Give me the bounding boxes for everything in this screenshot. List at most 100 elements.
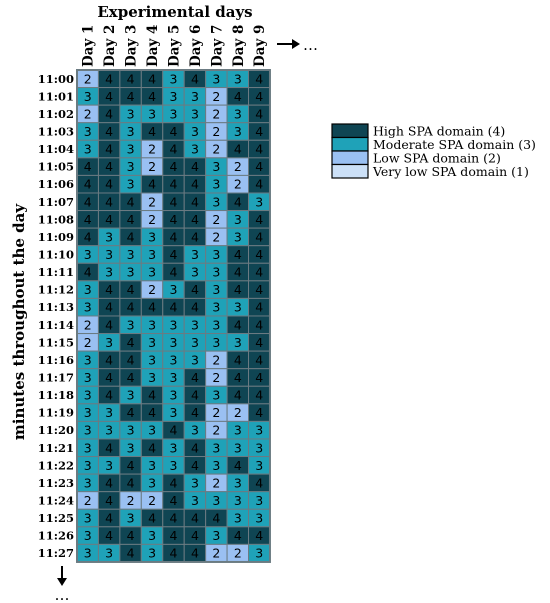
y-tick-label: 11:14 (38, 318, 74, 332)
cell-value-label: 2 (84, 71, 92, 86)
y-tick-label: 11:24 (38, 493, 74, 507)
cell-value-label: 3 (105, 335, 113, 350)
cell-value-label: 4 (170, 300, 178, 315)
cell-value-label: 4 (191, 159, 199, 174)
cell-value-label: 4 (191, 71, 199, 86)
cell-value-label: 4 (105, 282, 113, 297)
cell-value-label: 4 (170, 177, 178, 192)
x-tick-label: Day 7 (209, 25, 225, 67)
cell-value-label: 4 (191, 528, 199, 543)
y-tick-label: 11:10 (38, 247, 74, 261)
cell-value-label: 4 (234, 282, 242, 297)
cell-value-label: 4 (105, 212, 113, 227)
cell-value-label: 4 (170, 493, 178, 508)
cell-value-label: 3 (84, 511, 92, 526)
cell-value-label: 3 (84, 458, 92, 473)
cell-value-label: 3 (148, 475, 156, 490)
cell-value-label: 3 (191, 493, 199, 508)
cell-value-label: 3 (127, 317, 135, 332)
cell-value-label: 2 (234, 405, 242, 420)
cell-value-label: 4 (255, 106, 263, 121)
cell-value-label: 4 (127, 352, 135, 367)
cell-value-label: 2 (84, 317, 92, 332)
cell-value-label: 3 (170, 106, 178, 121)
y-tick-label: 11:02 (38, 107, 74, 121)
cell-value-label: 2 (84, 106, 92, 121)
cell-value-label: 4 (170, 511, 178, 526)
cell-value-label: 3 (212, 71, 220, 86)
cell-value-label: 4 (255, 177, 263, 192)
legend: High SPA domain (4)Moderate SPA domain (… (331, 123, 536, 179)
cell-value-label: 4 (105, 475, 113, 490)
cell-value-label: 3 (212, 335, 220, 350)
cell-value-label: 4 (255, 71, 263, 86)
y-tick-label: 11:27 (38, 546, 74, 560)
cell-value-label: 4 (127, 335, 135, 350)
cell-value-label: 4 (255, 352, 263, 367)
cell-value-label: 4 (84, 229, 92, 244)
cell-value-label: 4 (105, 159, 113, 174)
cell-value-label: 3 (148, 370, 156, 385)
cell-value-label: 3 (148, 352, 156, 367)
cell-value-label: 2 (212, 352, 220, 367)
cell-value-label: 3 (127, 124, 135, 139)
chart-title: Experimental days (97, 3, 252, 21)
cell-value-label: 3 (170, 388, 178, 403)
cell-value-label: 2 (212, 229, 220, 244)
cell-value-label: 4 (148, 89, 156, 104)
cell-value-label: 2 (212, 405, 220, 420)
cell-value-label: 4 (105, 370, 113, 385)
cell-value-label: 2 (212, 423, 220, 438)
y-tick-label: 11:23 (38, 476, 74, 490)
cell-value-label: 2 (127, 493, 135, 508)
cell-value-label: 3 (84, 440, 92, 455)
y-tick-label: 11:08 (38, 212, 74, 226)
cell-value-label: 4 (105, 177, 113, 192)
cell-value-label: 3 (105, 546, 113, 561)
x-tick-labels: Day 1 Day 2 Day 3 Day 4 Day 5 Day 6 Day 7 Day 8… (81, 25, 269, 67)
cell-value-label: 3 (170, 317, 178, 332)
cell-value-label: 3 (191, 142, 199, 157)
cell-value-label: 4 (255, 405, 263, 420)
cell-value-label: 4 (255, 124, 263, 139)
cell-value-label: 4 (148, 511, 156, 526)
y-continuation-marker: … (55, 566, 70, 603)
cell-value-label: 4 (84, 177, 92, 192)
cell-value-label: 3 (84, 247, 92, 262)
cell-value-label: 3 (127, 423, 135, 438)
cell-value-label: 3 (127, 177, 135, 192)
x-continuation-ellipsis: … (303, 36, 318, 54)
x-tick-label: Day 2 (102, 25, 118, 67)
x-tick-label: Day 5 (166, 25, 182, 67)
cell-value-label: 3 (127, 511, 135, 526)
cell-value-label: 4 (191, 370, 199, 385)
cell-value-label: 4 (255, 247, 263, 262)
cell-value-label: 2 (212, 89, 220, 104)
cell-value-label: 3 (84, 546, 92, 561)
cell-value-label: 3 (191, 265, 199, 280)
cell-value-label: 3 (127, 388, 135, 403)
cell-value-label: 3 (170, 405, 178, 420)
y-tick-label: 11:21 (38, 441, 74, 455)
cell-value-label: 4 (234, 370, 242, 385)
cell-value-label: 3 (170, 282, 178, 297)
cell-value-label: 3 (191, 124, 199, 139)
cell-value-label: 3 (105, 423, 113, 438)
legend-label: High SPA domain (4) (373, 124, 505, 139)
y-continuation-ellipsis: … (55, 586, 70, 603)
cell-value-label: 4 (170, 423, 178, 438)
cell-value-label: 4 (105, 528, 113, 543)
cell-value-label: 3 (84, 352, 92, 367)
cell-value-label: 4 (170, 229, 178, 244)
cell-value-label: 3 (127, 440, 135, 455)
cell-value-label: 4 (234, 265, 242, 280)
cell-value-label: 3 (234, 335, 242, 350)
cell-value-label: 4 (212, 511, 220, 526)
cell-value-label: 3 (127, 265, 135, 280)
cell-value-label: 2 (212, 370, 220, 385)
cell-value-label: 3 (127, 142, 135, 157)
y-tick-label: 11:26 (38, 529, 74, 543)
legend-label: Low SPA domain (2) (373, 151, 501, 166)
cell-value-label: 4 (127, 89, 135, 104)
cell-value-label: 2 (212, 142, 220, 157)
